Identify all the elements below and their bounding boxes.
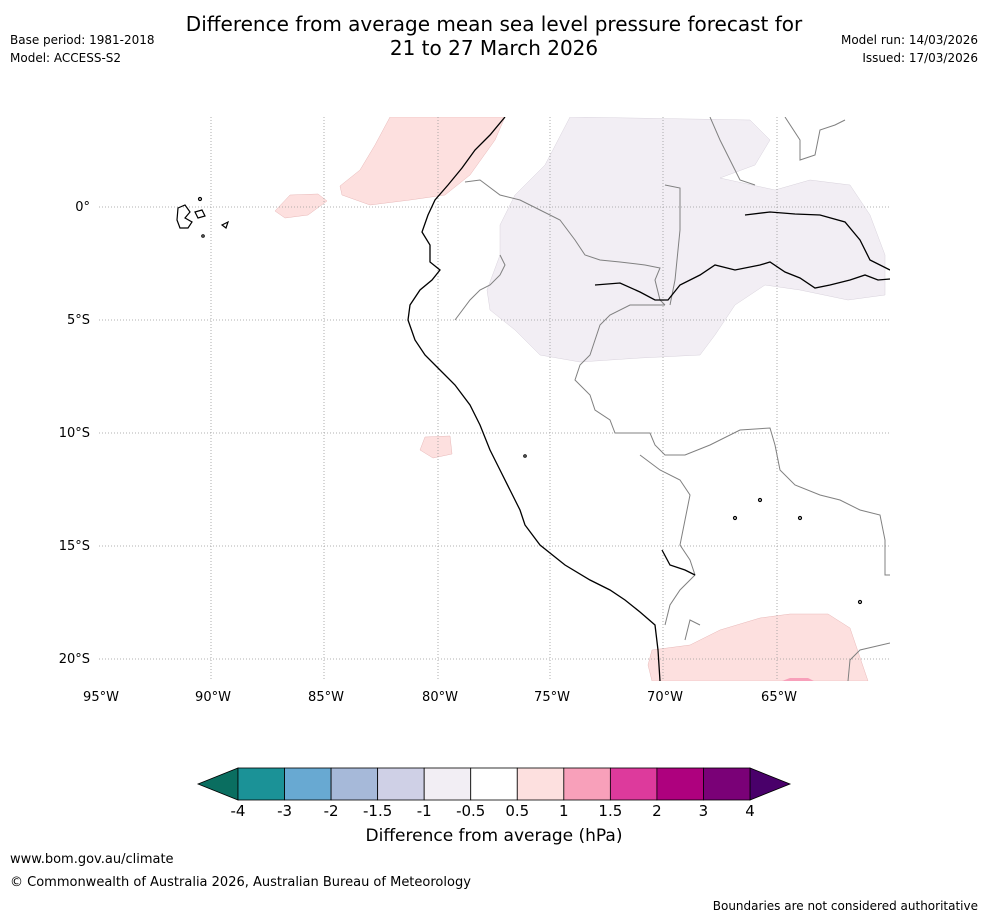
lon-label: 65°W [761,690,797,705]
colorbar-segment [609,767,658,801]
lon-label: 90°W [195,690,231,705]
lat-label: 10°S [59,426,90,441]
colorbar-segment [470,767,518,801]
colorbar-segment [284,767,332,801]
coastline [407,117,890,681]
colorbar-segment [423,767,472,801]
model-run: Model run: 14/03/2026 [840,33,978,47]
colorbar: -4 -3 -2 -1.5 -1 -0.5 0.5 1 1.5 2 3 4 [196,767,792,820]
colorbar-segment [656,767,704,801]
colorbar-tick-label: -0.5 [456,802,485,820]
lat-label: 15°S [59,539,90,554]
meta-right: Model run: 14/03/2026 Issued: 17/03/2026 [841,31,978,67]
colorbar-under-arrow [196,767,239,801]
colorbar-tick-label: 3 [699,802,709,820]
title-line-2: 21 to 27 March 2026 [389,36,599,60]
lon-axis-labels: 95°W 90°W 85°W 80°W 75°W 70°W 65°W [83,690,797,705]
colorbar-tick-label: -3 [277,802,292,820]
model-name: Model: ACCESS-S2 [10,51,122,65]
gridlines [99,117,890,681]
anomaly-region-north [339,117,506,206]
meta-left: Base period: 1981-2018 Model: ACCESS-S2 [10,31,155,67]
colorbar-segment [237,767,285,801]
chart-title: Difference from average mean sea level p… [0,12,988,60]
lon-label: 70°W [647,690,683,705]
anomaly-region-galapagos [274,193,328,219]
issued-date: Issued: 17/03/2026 [862,51,978,65]
colorbar-segment [563,767,611,801]
colorbar-tick-label: 0.5 [505,802,529,820]
copyright: © Commonwealth of Australia 2026, Austra… [10,875,471,890]
colorbar-tick-label: -2 [324,802,339,820]
title-line-1: Difference from average mean sea level p… [185,12,803,36]
colorbar-segment [703,767,751,801]
colorbar-tick-label: 1.5 [598,802,622,820]
colorbar-label: Difference from average (hPa) [365,826,623,846]
colorbar-segment [330,767,379,801]
colorbar-tick-label: -1.5 [363,802,392,820]
disclaimer: Boundaries are not considered authoritat… [712,899,978,913]
colorbar-over-arrow [749,767,792,801]
lat-label: 20°S [59,652,90,667]
islands [176,196,863,605]
lon-label: 95°W [83,690,119,705]
colorbar-tick-label: 4 [745,802,755,820]
anomaly-region-south-core [782,678,814,681]
lat-label: 5°S [67,313,90,328]
colorbar-tick-label: -1 [417,802,432,820]
base-period: Base period: 1981-2018 [10,33,155,47]
anomaly-region-amazon [486,117,886,363]
anomaly-region-offshore [419,435,453,459]
colorbar-segment [516,767,565,801]
website-link[interactable]: www.bom.gov.au/climate [10,852,174,867]
colorbar-tick-label: -4 [231,802,246,820]
lat-label: 0° [75,200,90,215]
colorbar-segment [377,767,425,801]
lat-axis-labels: 0° 5°S 10°S 15°S 20°S [59,200,90,667]
country-borders [454,117,890,681]
lon-label: 75°W [534,690,570,705]
lon-label: 80°W [422,690,458,705]
map-area [99,117,890,681]
lon-label: 85°W [308,690,344,705]
colorbar-tick-label: 1 [559,802,569,820]
colorbar-tick-label: 2 [652,802,662,820]
anomaly-region-south [647,613,869,681]
